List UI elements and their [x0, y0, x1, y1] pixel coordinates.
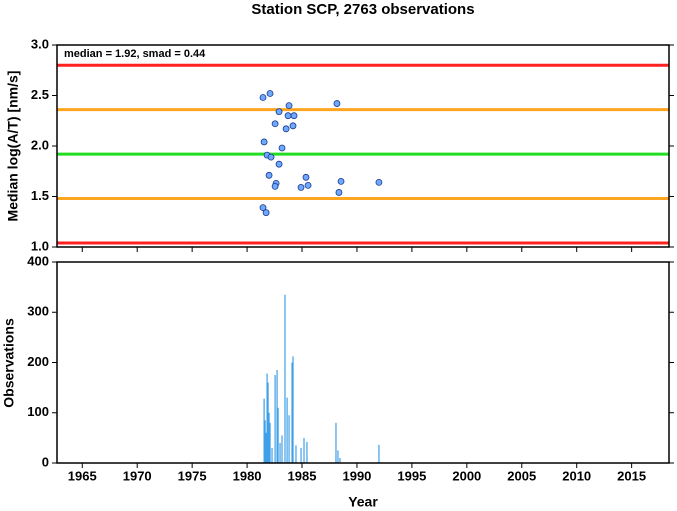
- y-tick-label: 100: [27, 404, 49, 419]
- bar: [264, 420, 266, 463]
- x-tick-label: 2005: [507, 468, 536, 483]
- bar: [286, 397, 288, 463]
- y-tick-label: 3.0: [31, 36, 49, 51]
- point: [259, 94, 267, 101]
- y-tick-label: 2.0: [31, 137, 49, 152]
- point: [275, 108, 283, 116]
- bar: [337, 450, 339, 463]
- chart-title: Station SCP, 2763 observations: [251, 1, 474, 18]
- bar: [335, 422, 337, 463]
- point: [275, 160, 283, 168]
- point: [259, 204, 267, 212]
- y-tick-label: 1.5: [31, 188, 49, 203]
- point: [262, 209, 270, 217]
- x-tick-label: 1980: [233, 468, 262, 483]
- bar: [292, 356, 294, 463]
- annotation: median = 1.92, smad = 0.44: [64, 48, 206, 60]
- x-tick-label: 1965: [68, 468, 97, 483]
- point: [335, 189, 343, 196]
- point: [266, 90, 274, 97]
- x-tick-label: 2015: [617, 468, 646, 483]
- bar: [291, 362, 293, 463]
- bar: [378, 444, 380, 463]
- bar: [263, 398, 265, 463]
- point: [304, 181, 312, 189]
- point: [271, 120, 279, 128]
- bar: [300, 447, 302, 463]
- bar: [284, 294, 286, 463]
- plot-frame: [56, 44, 670, 248]
- point: [282, 125, 290, 133]
- y-tick-label: 2.5: [31, 87, 49, 102]
- bar: [274, 375, 276, 463]
- bar: [266, 373, 268, 463]
- point: [260, 138, 268, 146]
- point: [289, 122, 297, 130]
- y-tick-label: 1.0: [31, 238, 49, 253]
- bar: [279, 442, 281, 463]
- bar: [271, 447, 273, 463]
- bar: [277, 407, 279, 463]
- x-tick-label: 1995: [397, 468, 426, 483]
- y-tick-label: 200: [27, 354, 49, 369]
- x-tick-label: 1975: [178, 468, 207, 483]
- x-tick-label: 2000: [452, 468, 481, 483]
- y-tick-label: 400: [27, 253, 49, 268]
- point: [278, 144, 286, 152]
- bar: [268, 412, 270, 463]
- x-tick-label: 1970: [123, 468, 152, 483]
- point: [290, 112, 298, 120]
- point: [285, 102, 293, 109]
- y-axis-label: Median log(A/T) [nm/s]: [5, 71, 21, 222]
- point: [284, 112, 292, 120]
- bar: [295, 445, 297, 463]
- bar: [265, 432, 267, 463]
- x-axis-label: Year: [348, 494, 378, 510]
- point: [337, 177, 345, 185]
- bar: [306, 441, 308, 463]
- plot-frame: [56, 261, 670, 464]
- point: [265, 171, 273, 179]
- point: [333, 100, 341, 107]
- x-tick-label: 1985: [288, 468, 317, 483]
- bar: [288, 415, 290, 463]
- x-tick-label: 1990: [342, 468, 371, 483]
- point: [271, 182, 279, 190]
- bar: [269, 422, 271, 463]
- point: [267, 153, 275, 161]
- bar: [303, 437, 305, 463]
- point: [375, 178, 383, 186]
- y-tick-label: 0: [42, 454, 49, 469]
- y-axis-label: Observations: [1, 318, 17, 408]
- bar: [339, 457, 341, 463]
- bar: [281, 435, 283, 463]
- x-tick-label: 2010: [562, 468, 591, 483]
- point: [297, 184, 305, 191]
- y-tick-label: 300: [27, 304, 49, 319]
- point: [302, 173, 310, 181]
- bar: [276, 370, 278, 463]
- bar: [267, 382, 269, 463]
